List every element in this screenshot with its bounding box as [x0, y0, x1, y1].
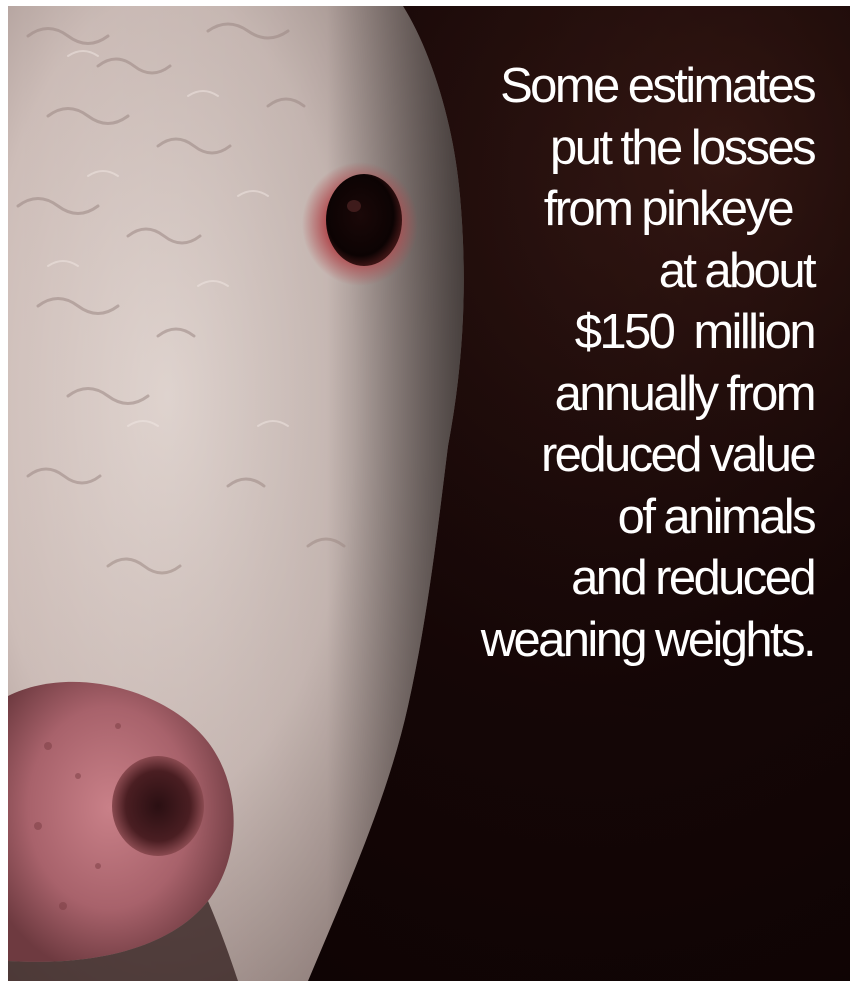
- poster: Some estimates put the losses from pinke…: [8, 6, 850, 981]
- caption-line: reduced value: [540, 428, 817, 482]
- caption-line: from pinkeye: [543, 182, 795, 236]
- caption-text: Some estimates put the losses from pinke…: [414, 56, 817, 671]
- caption-line: weaning weights.: [480, 612, 817, 667]
- caption-line: of animals: [617, 489, 817, 544]
- caption-line: Some estimates: [500, 59, 817, 113]
- eye: [326, 174, 402, 266]
- caption-line: and reduced: [571, 551, 816, 605]
- caption-line: $150 million: [574, 305, 817, 359]
- caption-line: put the losses: [550, 120, 817, 175]
- caption-line: annually from: [554, 366, 817, 421]
- caption-line: at about: [658, 243, 817, 298]
- nostril: [112, 756, 204, 856]
- cow-photo: [8, 6, 850, 981]
